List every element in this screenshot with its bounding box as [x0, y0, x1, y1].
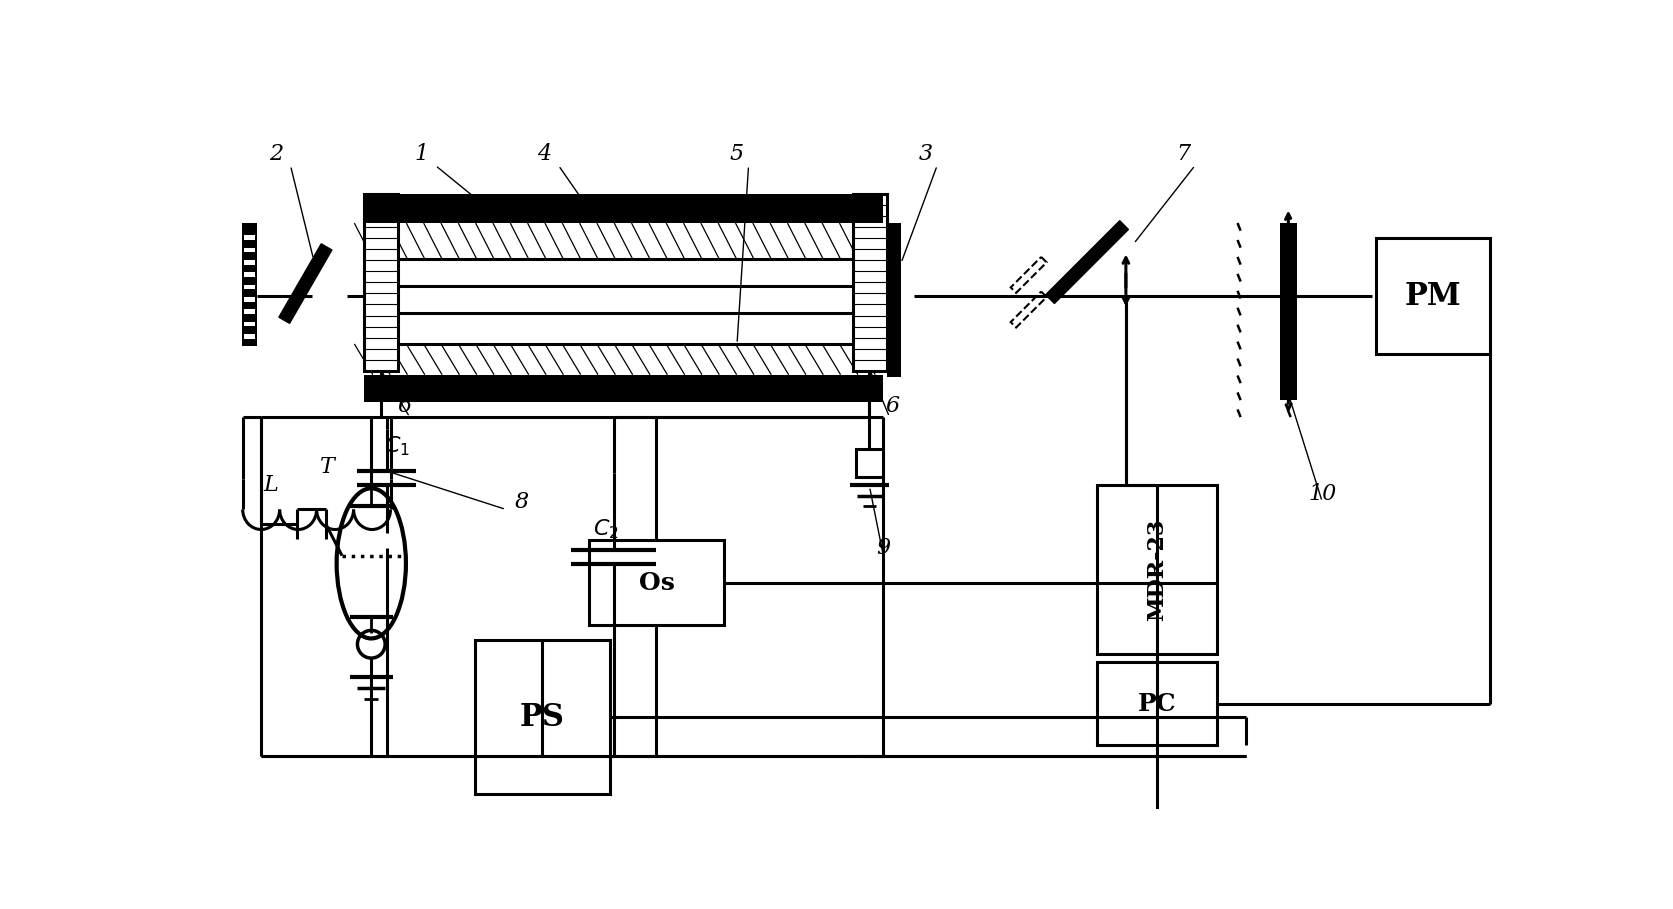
Bar — [244, 309, 254, 314]
Bar — [852, 194, 887, 371]
Bar — [244, 322, 254, 326]
Bar — [887, 223, 900, 377]
Text: PM: PM — [1404, 281, 1461, 312]
Bar — [1010, 292, 1046, 327]
Text: Os: Os — [639, 571, 674, 594]
Text: $C_2$: $C_2$ — [592, 517, 619, 541]
Text: 6: 6 — [885, 395, 898, 416]
Bar — [475, 640, 609, 794]
Text: L: L — [264, 474, 278, 495]
Text: PC: PC — [1138, 692, 1176, 715]
Text: 6: 6 — [397, 395, 412, 416]
Bar — [363, 194, 398, 371]
Text: 5: 5 — [729, 143, 744, 165]
Bar — [589, 540, 723, 625]
Bar — [244, 273, 254, 277]
Text: 9: 9 — [875, 537, 890, 559]
Bar — [1280, 223, 1297, 400]
Text: $C_1$: $C_1$ — [383, 435, 410, 458]
Text: MDR-23: MDR-23 — [1146, 518, 1168, 621]
Bar — [244, 247, 254, 253]
Bar — [1097, 662, 1216, 745]
Text: 7: 7 — [1176, 143, 1190, 165]
Text: 8: 8 — [514, 491, 529, 513]
Bar — [1046, 221, 1128, 304]
Bar — [1097, 484, 1216, 654]
Bar — [244, 297, 254, 302]
Bar — [279, 244, 331, 324]
Text: 10: 10 — [1307, 483, 1335, 505]
Bar — [855, 449, 883, 477]
Bar — [244, 285, 254, 289]
Bar — [243, 223, 258, 346]
Text: PS: PS — [520, 702, 565, 733]
Bar — [1375, 238, 1489, 354]
Bar — [244, 260, 254, 265]
Text: 3: 3 — [918, 143, 932, 165]
Text: 2: 2 — [269, 143, 283, 165]
Text: 1: 1 — [413, 143, 428, 165]
Text: T: T — [320, 456, 335, 478]
Text: 4: 4 — [537, 143, 552, 165]
Bar — [363, 375, 883, 402]
Bar — [244, 235, 254, 240]
Bar — [1010, 257, 1046, 293]
Bar — [363, 194, 883, 223]
Bar — [244, 334, 254, 338]
